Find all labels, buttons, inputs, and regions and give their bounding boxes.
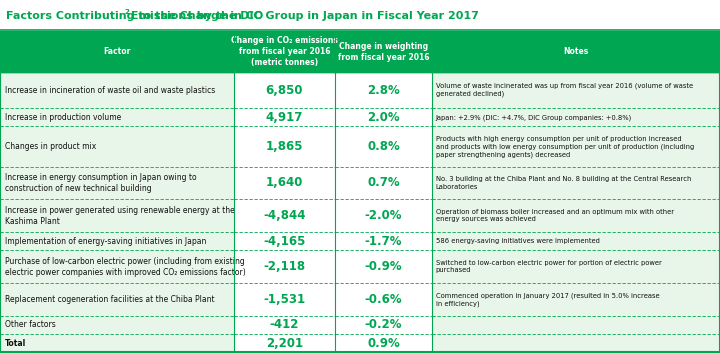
- Text: -2.0%: -2.0%: [364, 209, 402, 222]
- Bar: [432, 108, 720, 126]
- Text: Notes: Notes: [563, 47, 589, 56]
- Bar: [335, 316, 432, 334]
- Text: Change in CO₂ emissions
from fiscal year 2016
(metric tonnes): Change in CO₂ emissions from fiscal year…: [231, 36, 338, 67]
- Text: 0.9%: 0.9%: [367, 337, 400, 350]
- Bar: [0, 72, 234, 108]
- Bar: [432, 316, 720, 334]
- Bar: [432, 283, 720, 316]
- Text: 1,640: 1,640: [266, 176, 303, 190]
- Text: -412: -412: [270, 318, 299, 331]
- Text: 0.8%: 0.8%: [367, 140, 400, 153]
- Text: Operation of biomass boiler increased and an optimum mix with other
energy sourc: Operation of biomass boiler increased an…: [436, 209, 674, 222]
- Text: Factor: Factor: [103, 47, 131, 56]
- Bar: [335, 167, 432, 199]
- Bar: [234, 72, 335, 108]
- Bar: [335, 232, 432, 250]
- Text: Factors Contributing to the Change in CO: Factors Contributing to the Change in CO: [6, 11, 263, 20]
- Bar: [335, 199, 432, 232]
- Text: -4,844: -4,844: [263, 209, 306, 222]
- Bar: [335, 72, 432, 108]
- Bar: [234, 108, 335, 126]
- Text: Volume of waste incinerated was up from fiscal year 2016 (volume of waste
genera: Volume of waste incinerated was up from …: [436, 83, 693, 97]
- Text: Switched to low-carbon electric power for portion of electric power
purchased: Switched to low-carbon electric power fo…: [436, 260, 662, 274]
- Bar: [0, 199, 234, 232]
- Text: 6,850: 6,850: [266, 84, 303, 97]
- Bar: [335, 334, 432, 352]
- Text: 4,917: 4,917: [266, 111, 303, 124]
- Bar: [432, 32, 720, 72]
- Bar: [335, 32, 432, 72]
- Text: Purchase of low-carbon electric power (including from existing
electric power co: Purchase of low-carbon electric power (i…: [5, 257, 246, 277]
- Bar: [432, 232, 720, 250]
- Bar: [335, 126, 432, 167]
- Text: Other factors: Other factors: [5, 321, 55, 329]
- Text: 2.0%: 2.0%: [367, 111, 400, 124]
- Text: Increase in power generated using renewable energy at the
Kashima Plant: Increase in power generated using renewa…: [5, 206, 235, 226]
- Text: -0.2%: -0.2%: [364, 318, 402, 331]
- Bar: [234, 250, 335, 283]
- Bar: [335, 108, 432, 126]
- Bar: [0, 167, 234, 199]
- Text: Total: Total: [5, 339, 27, 348]
- Text: Implementation of energy-saving initiatives in Japan: Implementation of energy-saving initiati…: [5, 237, 207, 246]
- Bar: [0, 108, 234, 126]
- Text: Change in weighting
from fiscal year 2016: Change in weighting from fiscal year 201…: [338, 42, 429, 62]
- Text: -2,118: -2,118: [264, 260, 305, 273]
- Text: Replacement cogeneration facilities at the Chiba Plant: Replacement cogeneration facilities at t…: [5, 295, 215, 304]
- Bar: [234, 283, 335, 316]
- Bar: [234, 334, 335, 352]
- Text: -0.9%: -0.9%: [364, 260, 402, 273]
- Text: Increase in incineration of waste oil and waste plastics: Increase in incineration of waste oil an…: [5, 85, 215, 95]
- Bar: [0, 283, 234, 316]
- Bar: [432, 334, 720, 352]
- Text: Increase in production volume: Increase in production volume: [5, 113, 121, 122]
- Text: Increase in energy consumption in Japan owing to
construction of new technical b: Increase in energy consumption in Japan …: [5, 173, 197, 193]
- Text: Products with high energy consumption per unit of production increased
and produ: Products with high energy consumption pe…: [436, 136, 694, 157]
- Text: No. 3 building at the Chiba Plant and No. 8 building at the Central Research
Lab: No. 3 building at the Chiba Plant and No…: [436, 176, 691, 190]
- Text: 1,865: 1,865: [266, 140, 303, 153]
- Text: -1,531: -1,531: [264, 293, 305, 306]
- Bar: [432, 167, 720, 199]
- Bar: [0, 232, 234, 250]
- Text: 586 energy-saving initiatives were implemented: 586 energy-saving initiatives were imple…: [436, 238, 600, 244]
- Text: 2,201: 2,201: [266, 337, 303, 350]
- Bar: [432, 250, 720, 283]
- Bar: [0, 32, 234, 72]
- Bar: [335, 283, 432, 316]
- Text: -4,165: -4,165: [264, 235, 305, 248]
- Bar: [432, 199, 720, 232]
- Text: Japan: +2.9% (DIC: +4.7%, DIC Group companies: +0.8%): Japan: +2.9% (DIC: +4.7%, DIC Group comp…: [436, 114, 632, 121]
- Text: Commenced operation in January 2017 (resulted in 5.0% increase
in efficiency): Commenced operation in January 2017 (res…: [436, 292, 660, 307]
- Bar: [0, 250, 234, 283]
- Bar: [0, 126, 234, 167]
- Bar: [234, 316, 335, 334]
- Text: 2.8%: 2.8%: [367, 84, 400, 97]
- Bar: [234, 232, 335, 250]
- Text: Emissions by the DIC Group in Japan in Fiscal Year 2017: Emissions by the DIC Group in Japan in F…: [127, 11, 479, 20]
- Bar: [234, 32, 335, 72]
- Bar: [234, 167, 335, 199]
- Bar: [0, 334, 234, 352]
- Bar: [234, 126, 335, 167]
- Bar: [432, 126, 720, 167]
- Bar: [0, 316, 234, 334]
- Text: 0.7%: 0.7%: [367, 176, 400, 190]
- Text: -0.6%: -0.6%: [364, 293, 402, 306]
- Text: Changes in product mix: Changes in product mix: [5, 142, 96, 151]
- Text: -1.7%: -1.7%: [364, 235, 402, 248]
- Text: 2: 2: [125, 9, 130, 15]
- Bar: [335, 250, 432, 283]
- Bar: [234, 199, 335, 232]
- Bar: [432, 72, 720, 108]
